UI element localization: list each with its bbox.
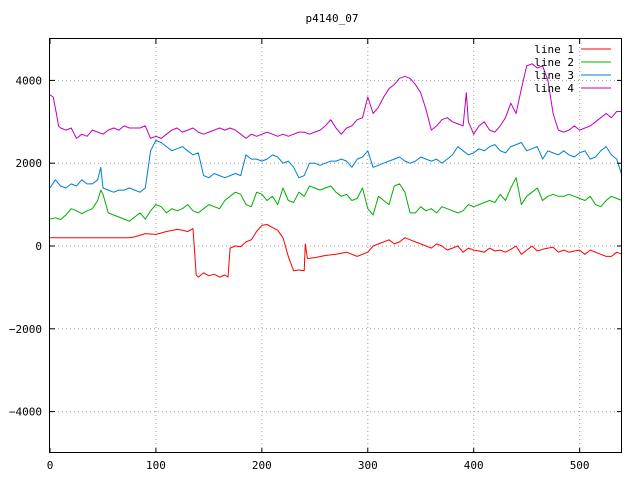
legend-label: line 3 — [534, 69, 574, 82]
x-tick-label: 100 — [146, 459, 166, 472]
series-line-4 — [49, 63, 622, 139]
y-tick-label: 4000 — [16, 74, 43, 87]
x-tick-label: 0 — [47, 459, 54, 472]
series-line-2 — [49, 177, 623, 222]
chart-title: p4140_07 — [306, 12, 359, 25]
x-tick-label: 400 — [464, 459, 484, 472]
y-tick-label: 2000 — [16, 157, 43, 170]
legend-label: line 4 — [534, 82, 574, 95]
series-group — [49, 63, 623, 278]
x-tick-label: 300 — [358, 459, 378, 472]
x-tick-label: 200 — [252, 459, 272, 472]
axis-ticks: 0 100 200 300 400 500 −4000 −2000 0 2000 4000 — [9, 39, 622, 472]
legend-label: line 1 — [534, 43, 574, 56]
y-tick-label: −2000 — [9, 323, 42, 336]
x-tick-label: 500 — [570, 459, 590, 472]
y-tick-label: −4000 — [9, 406, 42, 419]
grid — [50, 39, 622, 453]
series-line-1 — [50, 224, 623, 278]
y-tick-label: 0 — [35, 240, 42, 253]
legend-label: line 2 — [534, 56, 574, 69]
series-line-3 — [49, 139, 623, 193]
plot-frame — [49, 38, 622, 453]
